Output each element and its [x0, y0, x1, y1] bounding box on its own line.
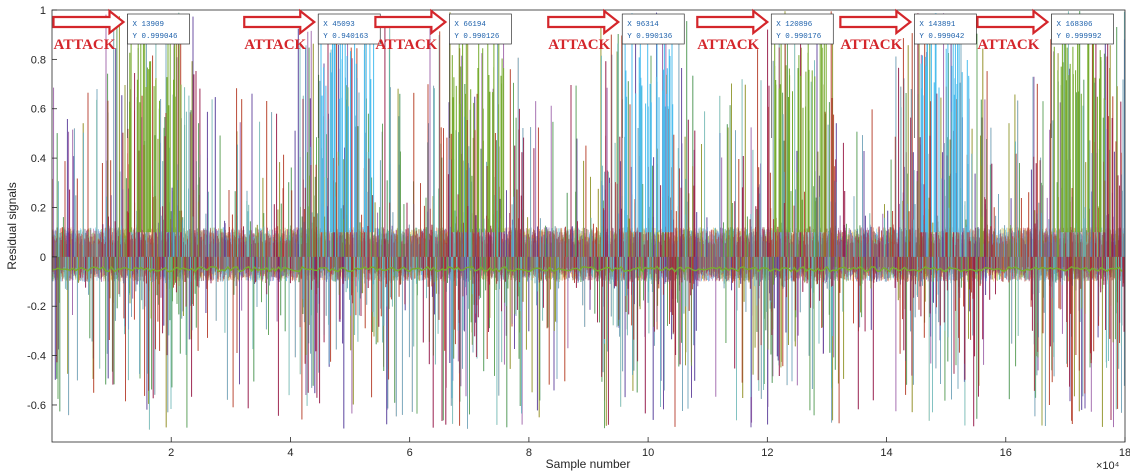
attack-arrow	[696, 8, 770, 36]
attack-annotation: ATTACK	[696, 8, 770, 53]
y-tick-label: 0.8	[31, 54, 46, 66]
offset-trace	[52, 265, 1123, 273]
x-axis-exponent: ×10⁴	[1096, 460, 1120, 472]
datatip-y: Y 0.990126	[454, 33, 500, 41]
attack-arrow	[547, 8, 621, 36]
datatip-box	[914, 13, 977, 45]
attack-arrow	[976, 8, 1050, 36]
y-tick-label: 0.2	[31, 202, 46, 214]
attack-annotation: ATTACK	[243, 8, 317, 53]
datatip-y: Y 0.999042	[919, 33, 964, 41]
y-tick-label: -0.2	[27, 301, 46, 313]
datatip-x: X 120896	[776, 21, 813, 29]
attack-label: ATTACK	[375, 37, 437, 53]
datatip-box	[770, 13, 834, 45]
datatip-x: X 96314	[627, 21, 659, 29]
attack-peak-0	[129, 14, 182, 233]
x-tick-label: 2	[168, 447, 174, 459]
attack-arrow	[52, 8, 126, 36]
datatip-x: X 45093	[323, 21, 355, 29]
x-axis: 2 4 6 8 10 12 14 16 18	[168, 437, 1130, 459]
attack-label: ATTACK	[244, 37, 306, 53]
attack-peak-2	[451, 14, 505, 233]
attack-label: ATTACK	[840, 37, 902, 53]
attack-annotation: ATTACK	[374, 8, 448, 53]
attack-peak-1	[320, 14, 375, 233]
attack-annotation: ATTACK	[839, 8, 913, 53]
y-axis-label: Residual signals	[5, 182, 19, 269]
datatip-box	[449, 13, 512, 45]
attack-annotation: ATTACK	[52, 8, 126, 53]
y-tick-label: -0.6	[27, 400, 46, 412]
attack-label: ATTACK	[697, 37, 759, 53]
datatip-box	[127, 13, 190, 45]
plot-area-border	[51, 9, 1126, 443]
datatip-x: X 13909	[132, 21, 164, 29]
attack-peak-4	[774, 14, 827, 233]
attack-annotation: ATTACK	[547, 8, 621, 53]
x-axis-label: Sample number	[546, 457, 631, 471]
x-tick-label: 18	[1119, 447, 1130, 459]
attack-label: ATTACK	[53, 37, 115, 53]
y-tick-label: 0	[40, 252, 46, 264]
attack-annotation: ATTACK	[976, 8, 1050, 53]
attack-peak-5	[920, 13, 970, 233]
y-tick-label: -0.4	[27, 351, 46, 363]
y-tick-label: 1	[40, 5, 46, 17]
attack-annotations: ATTACK ATTACK ATTACK ATTACK ATTACK ATTACK ATTA…	[52, 8, 1050, 53]
x-tick-label: 8	[526, 447, 532, 459]
attack-arrow	[839, 8, 913, 36]
datatip-x: X 66194	[454, 21, 486, 29]
datatip-y: Y 0.999992	[1056, 33, 1101, 41]
datatip-y: Y 0.999046	[132, 33, 178, 41]
datatip-x: X 168306	[1056, 21, 1093, 29]
offset-line	[52, 265, 1123, 273]
datatips: X 13909 Y 0.999046 X 45093 Y 0.940163 X 6619…	[127, 13, 1114, 138]
attack-arrow	[374, 8, 448, 36]
datatip-y: Y 0.990176	[776, 33, 822, 41]
x-tick-label: 16	[1000, 447, 1012, 459]
x-tick-label: 10	[642, 447, 654, 459]
x-tick-label: 12	[761, 447, 773, 459]
attack-peak-6	[1053, 15, 1105, 233]
attack-label: ATTACK	[548, 37, 610, 53]
attack-label: ATTACK	[977, 37, 1039, 53]
datatip-box	[317, 13, 381, 45]
x-tick-label: 14	[880, 447, 892, 459]
datatip-x: X 143891	[919, 21, 956, 29]
x-tick-label: 6	[407, 447, 413, 459]
attack-peak-3	[624, 13, 674, 233]
datatip-y: Y 0.990136	[627, 33, 673, 41]
datatip-box	[1051, 13, 1114, 45]
y-tick-label: 0.6	[31, 104, 46, 116]
y-axis: -0.6 -0.4 -0.2 0 0.2 0.4 0.6 0.8 1	[27, 5, 57, 412]
x-tick-label: 4	[287, 447, 293, 459]
residual-spike-traces	[52, 11, 1125, 430]
attack-arrow	[243, 8, 317, 36]
y-tick-label: 0.4	[31, 153, 46, 165]
datatip-box	[621, 13, 685, 45]
datatip-y: Y 0.940163	[323, 33, 369, 41]
